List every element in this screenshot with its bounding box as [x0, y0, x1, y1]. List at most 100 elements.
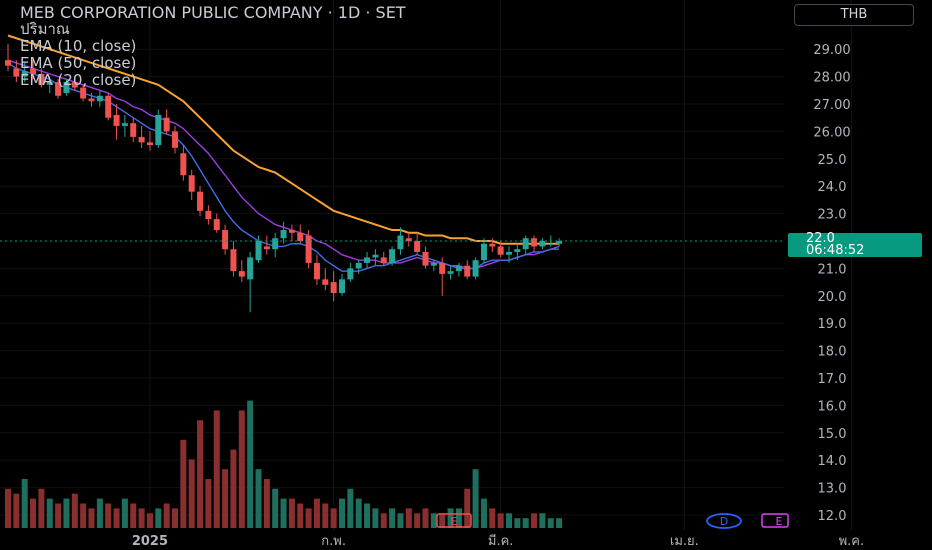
volume-bar: [531, 513, 538, 528]
candle-body: [531, 238, 538, 247]
candles: [5, 43, 563, 313]
candle-body: [247, 257, 254, 280]
candle-body: [430, 262, 437, 266]
candle-body: [389, 249, 396, 263]
price-tick-label: 27.00: [813, 98, 850, 113]
price-tick-label: 17.0: [818, 372, 847, 387]
candle-body: [464, 265, 471, 277]
volume-bar: [21, 479, 28, 528]
price-tick-label: 24.0: [818, 180, 847, 195]
candle-body: [364, 257, 371, 263]
volume-bars: [5, 400, 563, 528]
price-tick-label: 18.0: [818, 345, 847, 360]
price-tick-label: 29.00: [813, 43, 850, 58]
volume-bar: [556, 518, 563, 528]
volume-bar: [205, 479, 212, 528]
volume-bar: [339, 498, 345, 528]
last-price-tag: 22.0 06:48:52: [788, 231, 922, 258]
candle-body: [63, 82, 70, 94]
volume-bar: [80, 503, 87, 528]
candle-body: [13, 68, 20, 77]
volume-bar: [5, 488, 11, 528]
candle-body: [380, 257, 387, 263]
candle-body: [238, 271, 245, 277]
volume-bar: [155, 508, 162, 528]
candle-body: [305, 235, 312, 263]
volume-bar: [313, 498, 320, 528]
volume-bar: [347, 488, 354, 528]
volume-bar: [330, 508, 337, 528]
volume-bar: [247, 400, 254, 528]
event-markers: E D E: [436, 513, 789, 529]
volume-bar: [230, 449, 237, 528]
candle-body: [397, 235, 404, 250]
volume-bar: [497, 513, 504, 528]
candle-body: [422, 251, 429, 266]
volume-bar: [105, 503, 112, 528]
volume-bar: [414, 513, 421, 528]
volume-bar: [480, 498, 487, 528]
candle-body: [188, 175, 195, 192]
price-tick-label: 19.0: [818, 317, 847, 332]
volume-bar: [439, 513, 446, 528]
volume-bar: [305, 508, 312, 528]
ema20-legend[interactable]: EMA (20, close): [20, 71, 137, 89]
price-tick-label: 15.0: [818, 427, 847, 442]
volume-bar: [322, 503, 329, 528]
volume-bar: [188, 459, 195, 528]
candle-body: [455, 265, 462, 272]
candle-body: [322, 279, 329, 285]
volume-bar: [355, 498, 362, 528]
ema10-legend[interactable]: EMA (10, close): [20, 37, 137, 55]
candle-body: [539, 241, 546, 247]
candle-body: [88, 98, 95, 102]
volume-bar: [380, 513, 387, 528]
volume-bar: [55, 503, 62, 528]
symbol-title[interactable]: MEB CORPORATION PUBLIC COMPANY · 1D · SE…: [20, 3, 406, 22]
volume-bar: [96, 498, 103, 528]
candle-body: [355, 262, 362, 269]
volume-bar: [46, 498, 53, 528]
candle-body: [96, 95, 103, 102]
volume-bar: [121, 498, 128, 528]
ema50-legend[interactable]: EMA (50, close): [20, 54, 137, 72]
candle-body: [222, 230, 229, 250]
candle-body: [172, 131, 178, 148]
earnings-marker-future-label: E: [776, 515, 783, 528]
time-tick-label: ก.พ.: [321, 534, 346, 549]
volume-bar: [88, 508, 95, 528]
candle-body: [489, 243, 496, 247]
candle-body: [46, 82, 53, 85]
time-tick-label: มี.ค.: [488, 533, 514, 549]
price-tick-label: 25.0: [818, 153, 847, 168]
candle-body: [439, 262, 446, 274]
volume-bar: [113, 508, 120, 528]
candle-body: [30, 68, 37, 74]
candle-body: [272, 238, 279, 250]
price-tick-label: 14.0: [818, 454, 847, 469]
volume-bar: [389, 508, 396, 528]
candle-body: [297, 232, 304, 241]
ema50-line: [7, 34, 560, 245]
price-tick-label: 23.0: [818, 208, 847, 223]
time-tick-label: เม.ย.: [670, 534, 699, 549]
volume-legend[interactable]: ปริมาณ: [20, 20, 70, 38]
volume-bar: [213, 410, 220, 528]
volume-bar: [238, 410, 245, 528]
last-price-value: 22.0: [806, 231, 835, 246]
earnings-marker-label: E: [451, 515, 458, 528]
candle-body: [213, 219, 220, 231]
time-tick-label: 2025: [132, 534, 168, 549]
volume-bar: [288, 498, 295, 528]
currency-button[interactable]: THB: [794, 4, 914, 26]
earnings-marker-future: E: [761, 513, 789, 528]
candle-body: [497, 246, 504, 255]
candle-body: [71, 82, 78, 88]
price-tick-label: 28.00: [813, 71, 850, 86]
volume-bar: [514, 518, 521, 528]
volume-bar: [297, 503, 304, 528]
candle-body: [180, 153, 187, 176]
bar-countdown: 06:48:52: [806, 243, 865, 258]
